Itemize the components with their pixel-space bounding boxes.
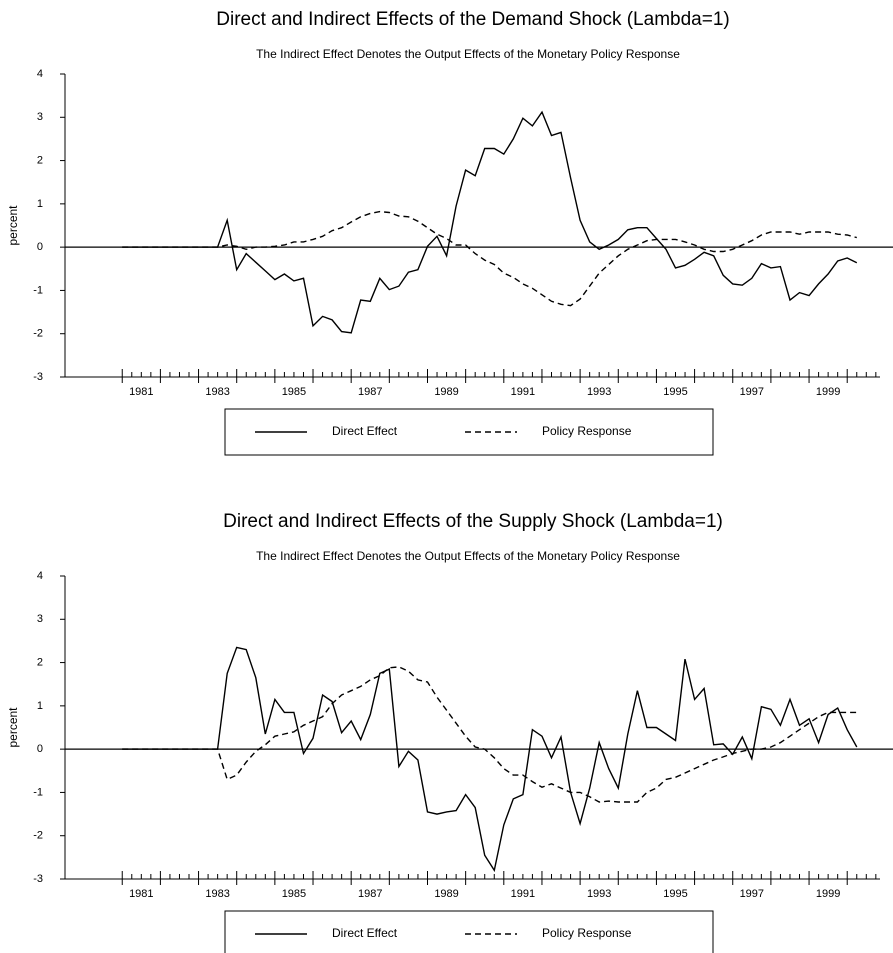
legend-label: Policy Response xyxy=(542,424,632,438)
x-tick-label: 1993 xyxy=(587,386,611,398)
x-tick-label: 1983 xyxy=(205,386,229,398)
series-line xyxy=(122,646,858,873)
series-line xyxy=(122,666,857,803)
y-tick-label: -3 xyxy=(33,873,43,885)
y-tick-label: 3 xyxy=(37,111,43,123)
chart-subtitle: The Indirect Effect Denotes the Output E… xyxy=(256,47,680,61)
legend-label: Direct Effect xyxy=(332,424,398,438)
chart-title: Direct and Indirect Effects of the Deman… xyxy=(216,9,729,30)
y-tick-label: 0 xyxy=(37,241,43,253)
x-tick-label: 1987 xyxy=(358,386,382,398)
legend-box xyxy=(224,910,714,953)
y-axis-label: percent xyxy=(6,707,20,748)
x-tick-label: 1991 xyxy=(511,386,535,398)
series-line xyxy=(122,210,857,307)
x-tick-label: 1997 xyxy=(740,888,764,900)
legend-label: Direct Effect xyxy=(332,926,398,940)
x-tick-label: 1981 xyxy=(129,386,153,398)
x-tick-label: 1989 xyxy=(434,888,458,900)
x-tick-label: 1999 xyxy=(816,888,840,900)
x-tick-label: 1995 xyxy=(663,888,687,900)
x-tick-label: 1985 xyxy=(282,888,306,900)
y-tick-label: 0 xyxy=(37,743,43,755)
y-tick-label: -2 xyxy=(33,328,43,340)
x-tick-label: 1987 xyxy=(358,888,382,900)
x-tick-label: 1989 xyxy=(434,386,458,398)
x-tick-label: 1981 xyxy=(129,888,153,900)
legend-label: Policy Response xyxy=(542,926,632,940)
x-tick-label: 1991 xyxy=(511,888,535,900)
y-tick-label: -2 xyxy=(33,830,43,842)
series-line xyxy=(122,110,858,334)
chart-subtitle: The Indirect Effect Denotes the Output E… xyxy=(256,549,680,563)
y-tick-label: 1 xyxy=(37,198,43,210)
x-tick-label: 1985 xyxy=(282,386,306,398)
y-tick-label: -1 xyxy=(33,284,43,296)
y-axis-label: percent xyxy=(6,205,20,246)
y-tick-label: 2 xyxy=(37,656,43,668)
legend-box xyxy=(224,408,714,456)
y-tick-label: 3 xyxy=(37,613,43,625)
chart-title: Direct and Indirect Effects of the Suppl… xyxy=(223,511,723,532)
x-tick-label: 1999 xyxy=(816,386,840,398)
y-tick-label: 2 xyxy=(37,154,43,166)
y-tick-label: -3 xyxy=(33,371,43,383)
y-tick-label: 4 xyxy=(37,570,43,582)
y-tick-label: 4 xyxy=(37,68,43,80)
x-tick-label: 1993 xyxy=(587,888,611,900)
x-tick-label: 1997 xyxy=(740,386,764,398)
x-tick-label: 1983 xyxy=(205,888,229,900)
x-tick-label: 1995 xyxy=(663,386,687,398)
y-tick-label: 1 xyxy=(37,700,43,712)
y-tick-label: -1 xyxy=(33,786,43,798)
